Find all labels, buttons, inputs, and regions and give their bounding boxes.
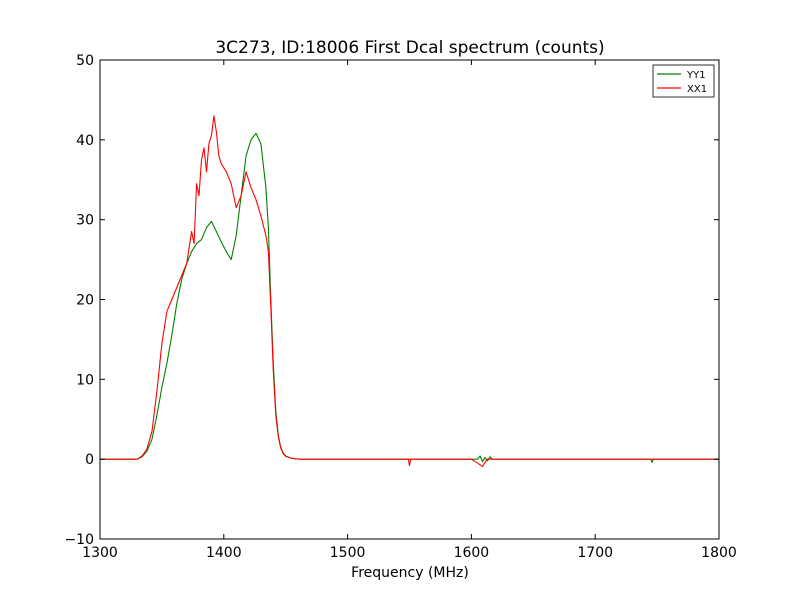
x-tick-label: 1400 [206, 545, 242, 561]
series-line-yy1 [100, 132, 719, 463]
y-tick-label: 50 [76, 53, 94, 69]
x-tick-label: 1800 [701, 545, 737, 561]
x-tick-label: 1300 [82, 545, 118, 561]
y-tick-label: −10 [64, 532, 94, 548]
chart-title: 3C273, ID:18006 First Dcal spectrum (cou… [215, 38, 604, 58]
x-tick-label: 1700 [577, 545, 613, 561]
x-axis-label: Frequency (MHz) [351, 565, 469, 581]
x-tick-label: 1600 [454, 545, 490, 561]
y-tick-label: 10 [76, 372, 94, 388]
legend-label-xx1: XX1 [687, 84, 707, 95]
legend-label-yy1: YY1 [686, 70, 706, 81]
legend-box [652, 64, 715, 98]
y-tick-label: 30 [76, 213, 94, 229]
x-tick-label: 1500 [330, 545, 366, 561]
y-tick-label: 0 [85, 452, 94, 468]
y-tick-label: 20 [76, 293, 94, 309]
series-line-xx1 [100, 115, 719, 467]
y-tick-label: 40 [76, 133, 94, 149]
